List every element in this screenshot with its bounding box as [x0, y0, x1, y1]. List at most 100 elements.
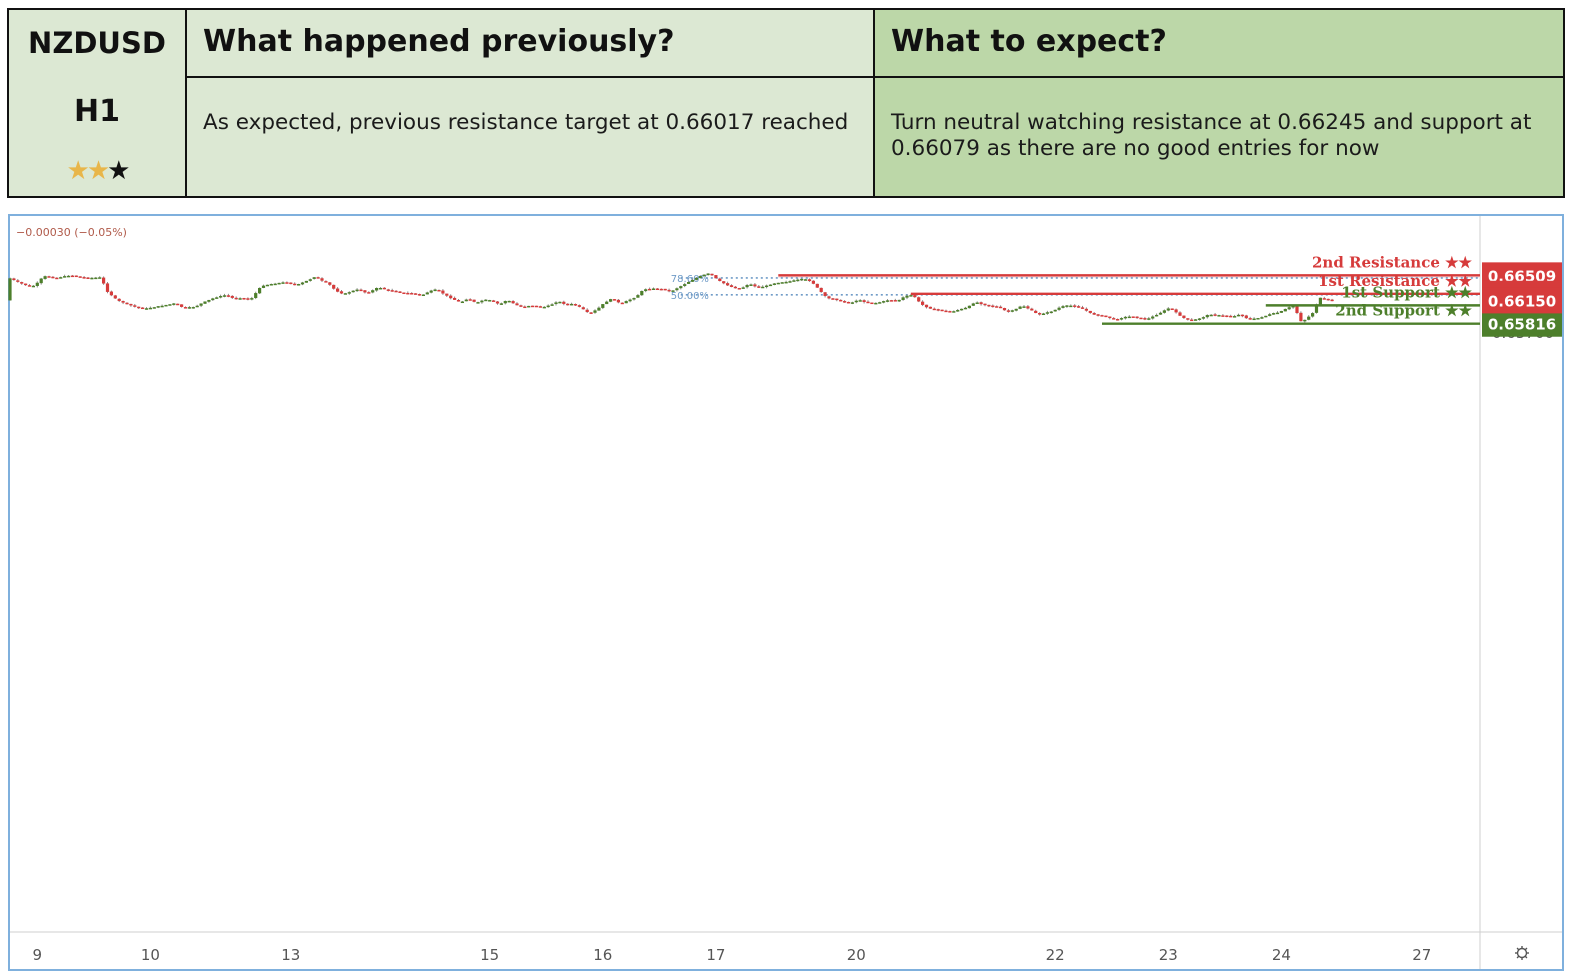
candle-body	[43, 276, 47, 279]
candle-body	[258, 287, 262, 294]
candle-body	[121, 300, 125, 303]
candle-body	[1108, 316, 1112, 319]
time-tick-label: 24	[1272, 946, 1291, 964]
candle-body	[800, 278, 804, 281]
candle-body	[819, 287, 823, 292]
candle-body	[433, 289, 437, 292]
candle-body	[495, 301, 500, 304]
candle-body	[714, 275, 718, 279]
candle-body	[784, 281, 788, 284]
candle-body	[414, 293, 418, 295]
candle-body	[644, 289, 648, 292]
candle-body	[12, 278, 16, 281]
candle-body	[706, 273, 710, 276]
candle-body	[807, 279, 812, 282]
candle-body	[1213, 314, 1217, 316]
gear-tooth	[1516, 947, 1520, 951]
candle-body	[983, 303, 987, 306]
candle-body	[636, 295, 640, 298]
candle-body	[1221, 315, 1225, 317]
candle-body	[78, 276, 82, 278]
candle-body	[378, 287, 383, 290]
candle-body	[827, 296, 831, 299]
expectation-text: Turn neutral watching resistance at 0.66…	[891, 110, 1532, 161]
candle-body	[593, 310, 597, 313]
candle-body	[191, 307, 195, 309]
candle-body	[940, 309, 944, 312]
candle-body	[242, 297, 246, 300]
candle-body	[1244, 315, 1248, 319]
candle-body	[59, 277, 63, 279]
candle-body	[164, 304, 168, 307]
candle-body	[515, 303, 519, 306]
candle-body	[273, 283, 277, 286]
candle-body	[917, 297, 921, 302]
candle-body	[66, 275, 71, 278]
star-filled-icon: ★	[66, 156, 90, 186]
candle-body	[1092, 313, 1096, 315]
candle-body	[979, 302, 983, 305]
candle-body	[297, 284, 301, 286]
candle-body	[960, 308, 964, 311]
candle-body	[472, 299, 476, 302]
candle-body	[1038, 313, 1042, 315]
candle-body	[1279, 311, 1283, 313]
chart-frame[interactable]	[8, 214, 1564, 971]
candle-body	[1283, 308, 1287, 312]
candle-body	[866, 301, 870, 304]
candle-body	[195, 305, 199, 308]
candle-body	[246, 298, 250, 300]
candle-body	[1209, 314, 1213, 317]
candle-body	[238, 298, 242, 300]
candle-body	[601, 304, 605, 308]
candle-body	[1330, 299, 1334, 302]
candle-body	[1080, 307, 1085, 309]
candle-body	[1275, 312, 1280, 315]
candle-body	[905, 295, 909, 298]
candle-body	[628, 299, 632, 302]
candle-body	[1045, 312, 1049, 314]
candle-body	[183, 307, 188, 309]
candle-body	[281, 282, 285, 284]
expectation-heading: What to expect?	[875, 10, 1563, 78]
previous-column: What happened previously? As expected, p…	[187, 10, 875, 196]
candle-body	[612, 299, 617, 301]
candle-body	[901, 297, 905, 300]
candle-body	[129, 303, 133, 306]
candle-body	[616, 299, 620, 303]
fibonacci-label: 78.60%	[671, 274, 709, 285]
candle-body	[1307, 316, 1311, 320]
level-label: 2nd Resistance ★★	[1312, 253, 1473, 271]
candle-body	[51, 276, 55, 279]
candle-body	[882, 301, 886, 303]
candle-body	[456, 299, 461, 302]
candle-body	[449, 295, 453, 299]
candle-body	[772, 283, 776, 285]
candle-body	[1225, 315, 1229, 318]
candle-body	[203, 301, 207, 304]
candle-body	[1119, 318, 1124, 320]
candle-body	[581, 307, 585, 310]
candle-body	[570, 303, 574, 306]
candle-body	[1314, 304, 1319, 313]
price-tag	[1482, 310, 1562, 337]
candle-body	[148, 307, 152, 310]
candle-body	[339, 291, 344, 294]
candle-body	[1034, 310, 1038, 314]
candle-body	[1162, 310, 1166, 313]
candle-body	[1299, 312, 1303, 322]
candle-body	[702, 274, 706, 277]
level-label: 1st Resistance ★★	[1318, 272, 1473, 290]
candle-body	[757, 286, 761, 288]
candle-body	[398, 291, 402, 293]
candle-body	[1053, 309, 1057, 312]
candle-body	[1295, 305, 1299, 314]
candle-body	[597, 307, 601, 311]
candle-body	[792, 280, 796, 282]
candle-body	[1287, 307, 1291, 310]
star-filled-icon: ★	[86, 156, 110, 186]
candle-body	[527, 305, 531, 308]
candle-body	[999, 306, 1003, 309]
candle-body	[359, 289, 363, 292]
